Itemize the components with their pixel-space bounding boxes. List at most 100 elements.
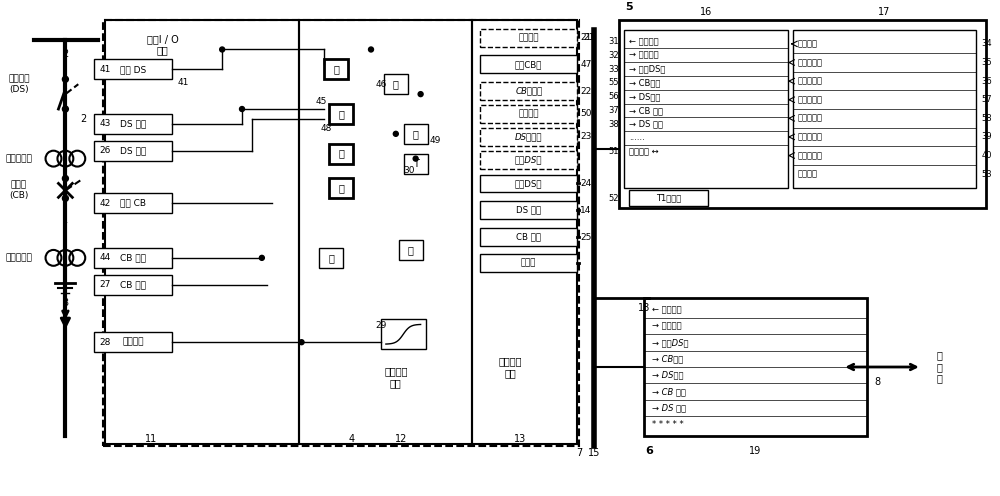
Bar: [299, 20, 472, 444]
Text: → 顺分允许: → 顺分允许: [629, 51, 659, 60]
Text: 操作CB分: 操作CB分: [515, 60, 542, 69]
Text: 步序一顺控: 步序一顺控: [798, 95, 823, 104]
Text: 8: 8: [874, 377, 880, 387]
Text: 故障消息: 故障消息: [798, 170, 818, 179]
Text: 6: 6: [645, 446, 653, 456]
Text: 电压互感器: 电压互感器: [5, 253, 32, 262]
Circle shape: [369, 47, 373, 52]
Text: 35: 35: [981, 58, 992, 67]
Bar: [94, 332, 172, 352]
Text: 50: 50: [580, 110, 592, 119]
Text: DS顺控中: DS顺控中: [515, 132, 543, 141]
Text: 操作DS分: 操作DS分: [515, 179, 543, 188]
Circle shape: [62, 76, 68, 82]
Bar: [94, 248, 172, 268]
Text: 控制逻辑
部分: 控制逻辑 部分: [384, 366, 408, 388]
Text: 27: 27: [100, 280, 111, 289]
Text: 分开 CB: 分开 CB: [120, 199, 146, 208]
Text: 与: 与: [338, 109, 344, 119]
Text: 22: 22: [580, 87, 592, 96]
Bar: [94, 60, 172, 79]
Text: 14: 14: [580, 206, 592, 215]
Text: 40: 40: [981, 151, 992, 160]
Text: 43: 43: [100, 120, 111, 128]
Text: 5: 5: [625, 2, 633, 12]
Text: 7: 7: [576, 448, 583, 458]
Bar: [480, 56, 577, 73]
Text: T: T: [413, 159, 419, 169]
Text: 56: 56: [608, 92, 619, 101]
Text: 顺分操作: 顺分操作: [519, 110, 539, 119]
Text: → DS 已分: → DS 已分: [629, 120, 663, 128]
Text: 45: 45: [316, 97, 327, 106]
Text: 21: 21: [580, 33, 592, 42]
Text: 55: 55: [609, 78, 619, 87]
Bar: [480, 175, 577, 192]
Text: 51: 51: [609, 147, 619, 156]
Text: 24: 24: [580, 179, 592, 188]
Circle shape: [240, 107, 244, 112]
Text: CB 已分: CB 已分: [120, 253, 146, 262]
Text: 1: 1: [62, 215, 68, 225]
Text: 38: 38: [608, 120, 619, 128]
Bar: [629, 190, 708, 206]
Circle shape: [259, 255, 264, 260]
Text: 3: 3: [62, 298, 68, 308]
Text: CB 已分: CB 已分: [516, 233, 541, 242]
Bar: [381, 319, 426, 349]
Text: 37: 37: [608, 106, 619, 115]
Bar: [619, 20, 986, 208]
Bar: [324, 60, 348, 79]
Text: 电压值: 电压值: [521, 258, 536, 267]
Bar: [103, 20, 579, 446]
Text: CB 已合: CB 已合: [120, 280, 146, 289]
Text: → CB 已分: → CB 已分: [652, 387, 686, 396]
Text: 53: 53: [981, 170, 992, 179]
Text: 隔离开关
(DS): 隔离开关 (DS): [8, 74, 30, 94]
Text: 13: 13: [514, 434, 526, 444]
Text: 顺分允许: 顺分允许: [519, 33, 539, 42]
Text: 电流互感器: 电流互感器: [5, 154, 32, 163]
Text: 30: 30: [403, 166, 414, 175]
Bar: [793, 30, 976, 188]
Text: 29: 29: [375, 321, 387, 330]
Text: 11: 11: [145, 434, 157, 444]
Text: → CB 已分: → CB 已分: [629, 106, 663, 115]
Bar: [644, 298, 867, 436]
Text: 31: 31: [608, 37, 619, 46]
Text: 39: 39: [981, 132, 992, 141]
Text: 步序二校验: 步序二校验: [798, 76, 823, 86]
Bar: [480, 151, 577, 169]
Bar: [94, 275, 172, 295]
Text: 步序二结果: 步序二结果: [798, 151, 823, 160]
Bar: [480, 201, 577, 219]
Text: 与: 与: [408, 245, 414, 255]
Text: DS 已分: DS 已分: [120, 120, 146, 128]
Text: 34: 34: [981, 39, 992, 49]
Text: 16: 16: [700, 7, 712, 17]
Text: 46: 46: [375, 80, 387, 89]
Text: 与: 与: [393, 79, 399, 89]
Bar: [94, 114, 172, 134]
Bar: [480, 228, 577, 246]
Circle shape: [393, 131, 398, 136]
Text: → DS 已分: → DS 已分: [652, 403, 686, 413]
Text: 17: 17: [878, 7, 891, 17]
Text: 25: 25: [580, 233, 592, 242]
Text: → 允许DS分: → 允许DS分: [652, 338, 688, 347]
Text: 58: 58: [981, 114, 992, 123]
Text: 12: 12: [395, 434, 407, 444]
Bar: [94, 193, 172, 213]
Text: * * * * *: * * * * *: [652, 420, 684, 429]
Bar: [480, 105, 577, 123]
Bar: [319, 248, 343, 268]
Bar: [404, 154, 428, 174]
Text: 与: 与: [338, 184, 344, 193]
Text: 现场I / O
部分: 现场I / O 部分: [147, 34, 179, 56]
Text: 与: 与: [333, 64, 339, 74]
Text: 4: 4: [348, 434, 354, 444]
Text: 33: 33: [608, 64, 619, 73]
Bar: [480, 254, 577, 272]
Circle shape: [299, 340, 304, 345]
Text: 57: 57: [981, 95, 992, 104]
